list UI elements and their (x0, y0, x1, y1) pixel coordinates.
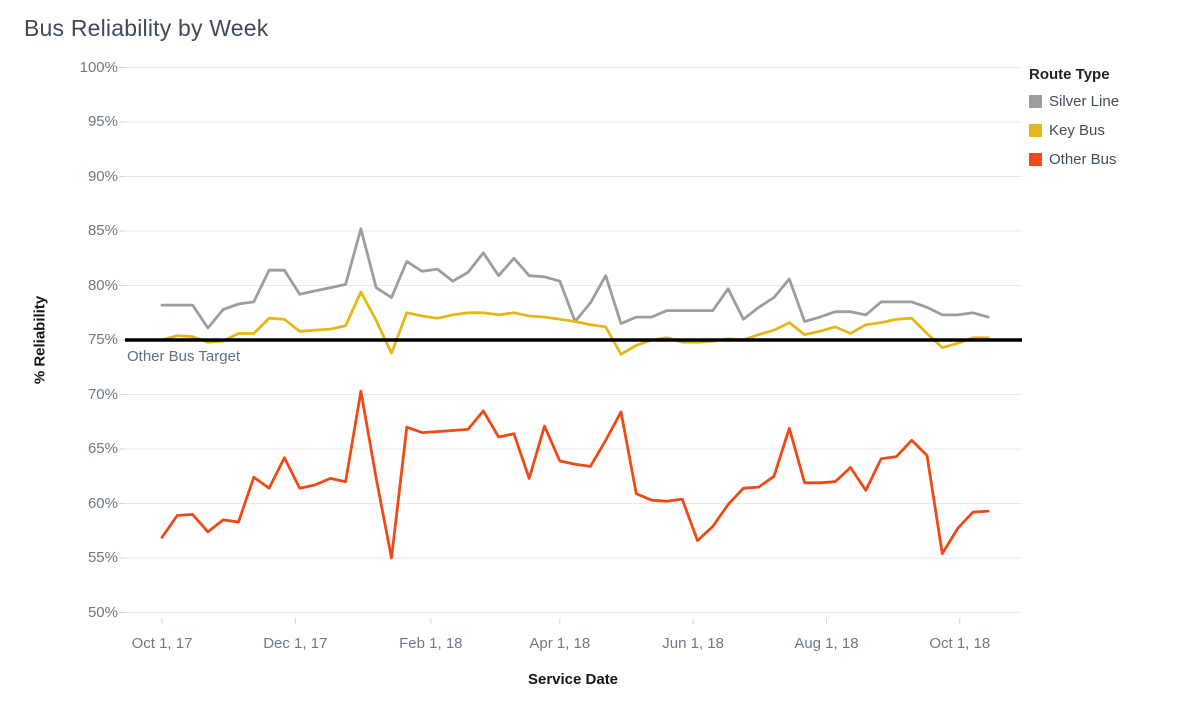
y-tick-label: 60% (87, 494, 118, 512)
legend-label-other-bus: Other Bus (1049, 151, 1117, 168)
legend-label-key-bus: Key Bus (1049, 122, 1105, 139)
key-bus-swatch-icon (1029, 124, 1042, 137)
y-tick-label: 50% (87, 603, 118, 621)
y-tick-label: 65% (87, 440, 118, 457)
x-tick-label: Dec 1, 17 (263, 635, 328, 652)
legend: Route Type Silver Line Key Bus Other Bus (1029, 66, 1187, 180)
legend-item-other-bus[interactable]: Other Bus (1029, 151, 1187, 168)
x-tick-label: Oct 1, 17 (131, 635, 193, 652)
y-tick-label: 55% (87, 549, 118, 566)
page-title: Bus Reliability by Week (24, 15, 269, 41)
y-tick-label: 75% (87, 331, 118, 348)
y-tick-label: 90% (87, 167, 118, 185)
other-bus-swatch-icon (1029, 153, 1042, 166)
y-tick-label: 100% (79, 58, 118, 76)
legend-title: Route Type (1029, 66, 1110, 83)
y-tick-label: 85% (87, 222, 118, 239)
x-tick-label: Aug 1, 18 (794, 635, 859, 652)
x-tick-label: Apr 1, 18 (529, 635, 591, 652)
series-line-silver-line[interactable] (160, 227, 990, 330)
x-axis-title: Service Date (527, 671, 619, 688)
legend-label-silver-line: Silver Line (1049, 93, 1120, 110)
y-tick-label: 80% (87, 276, 118, 294)
series-line-other-bus[interactable] (160, 389, 990, 560)
x-tick-label: Feb 1, 18 (399, 635, 463, 652)
reference-line-label: Other Bus Target (127, 348, 241, 365)
x-tick-label: Oct 1, 18 (929, 635, 991, 652)
y-axis-title: % Reliability (31, 295, 49, 385)
silver-line-swatch-icon (1029, 95, 1042, 108)
legend-item-key-bus[interactable]: Key Bus (1029, 122, 1187, 139)
series-line-key-bus[interactable] (160, 290, 990, 356)
y-tick-label: 70% (87, 385, 118, 403)
legend-item-silver-line[interactable]: Silver Line (1029, 93, 1187, 110)
y-tick-label: 95% (87, 113, 118, 130)
x-tick-label: Jun 1, 18 (662, 635, 724, 652)
